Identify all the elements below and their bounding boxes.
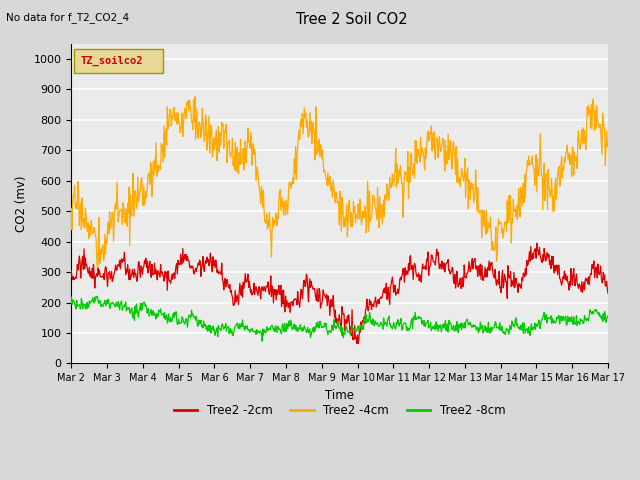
Text: No data for f_T2_CO2_4: No data for f_T2_CO2_4 — [6, 12, 129, 23]
Text: Tree 2 Soil CO2: Tree 2 Soil CO2 — [296, 12, 408, 27]
FancyBboxPatch shape — [74, 48, 163, 72]
Y-axis label: CO2 (mv): CO2 (mv) — [15, 175, 28, 232]
X-axis label: Time: Time — [325, 389, 354, 402]
Text: TZ_soilco2: TZ_soilco2 — [81, 55, 143, 66]
Legend: Tree2 -2cm, Tree2 -4cm, Tree2 -8cm: Tree2 -2cm, Tree2 -4cm, Tree2 -8cm — [169, 399, 510, 421]
